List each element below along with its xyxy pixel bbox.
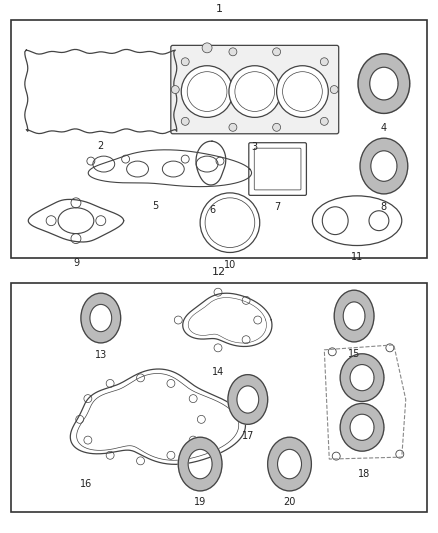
Text: 10: 10 — [224, 261, 236, 270]
Circle shape — [242, 336, 250, 344]
Polygon shape — [228, 375, 268, 424]
Text: 2: 2 — [98, 141, 104, 151]
FancyBboxPatch shape — [171, 45, 339, 134]
Circle shape — [277, 66, 328, 117]
Polygon shape — [81, 293, 120, 343]
Text: 3: 3 — [252, 142, 258, 152]
Text: 8: 8 — [381, 202, 387, 212]
Circle shape — [174, 316, 182, 324]
Polygon shape — [358, 54, 410, 114]
Polygon shape — [334, 290, 374, 342]
Text: 18: 18 — [358, 469, 370, 479]
Text: 12: 12 — [212, 268, 226, 277]
Circle shape — [229, 66, 281, 117]
Text: 4: 4 — [381, 123, 387, 133]
Circle shape — [254, 316, 262, 324]
Circle shape — [229, 48, 237, 56]
Bar — [11, 20, 427, 259]
Text: 6: 6 — [209, 205, 215, 215]
Circle shape — [214, 344, 222, 352]
Circle shape — [202, 43, 212, 53]
Circle shape — [320, 117, 328, 125]
Text: 7: 7 — [275, 202, 281, 212]
Polygon shape — [178, 437, 222, 491]
Polygon shape — [340, 403, 384, 451]
Circle shape — [181, 117, 189, 125]
Text: 17: 17 — [242, 431, 254, 441]
Text: 5: 5 — [152, 201, 159, 211]
Text: 19: 19 — [194, 497, 206, 507]
Text: 13: 13 — [95, 350, 107, 360]
Circle shape — [171, 86, 179, 93]
Circle shape — [181, 66, 233, 117]
Circle shape — [330, 86, 338, 93]
Text: 14: 14 — [212, 367, 224, 377]
Circle shape — [229, 123, 237, 131]
Text: 1: 1 — [215, 4, 223, 14]
Circle shape — [320, 58, 328, 66]
Text: 9: 9 — [73, 259, 79, 269]
Circle shape — [242, 296, 250, 304]
Bar — [11, 283, 427, 512]
Polygon shape — [268, 437, 311, 491]
Circle shape — [272, 123, 281, 131]
Circle shape — [272, 48, 281, 56]
Circle shape — [214, 288, 222, 296]
Text: 20: 20 — [283, 497, 296, 507]
Polygon shape — [360, 138, 408, 194]
Text: 15: 15 — [348, 349, 360, 359]
Text: 16: 16 — [80, 479, 92, 489]
Polygon shape — [340, 354, 384, 401]
Circle shape — [181, 58, 189, 66]
Text: 11: 11 — [351, 253, 363, 262]
